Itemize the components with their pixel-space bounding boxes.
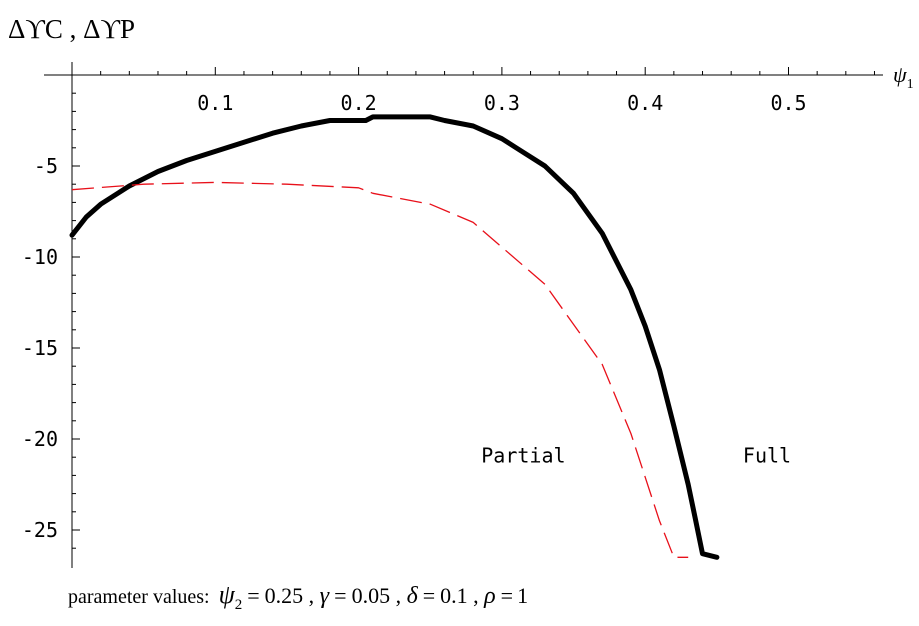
y-axis-title-part-3: ΔϒP	[83, 14, 135, 44]
y-tick-labels: -5 -10 -15 -20 -25	[22, 154, 58, 542]
param-psi-value: 0.25	[265, 583, 304, 608]
x-tick-labels: 0.1 0.2 0.3 0.4 0.5	[197, 91, 806, 115]
param-gamma-value: 0.05	[352, 583, 391, 608]
y-tick-label: -10	[22, 245, 58, 269]
y-axis-title: ΔϒC , ΔϒP	[8, 14, 135, 44]
param-gamma-symbol: γ	[320, 583, 330, 609]
annotation-full: Full	[743, 444, 791, 468]
y-axis-title-part-1: ΔϒC	[8, 14, 63, 44]
y-tick-label: -15	[22, 336, 58, 360]
annotation-layer: Partial Full	[481, 444, 791, 468]
y-tick-label: -25	[22, 518, 58, 542]
x-tick-label: 0.4	[627, 91, 663, 115]
x-tick-label: 0.2	[341, 91, 377, 115]
x-tick-label: 0.1	[197, 91, 233, 115]
annotation-partial: Partial	[481, 444, 565, 468]
parameter-note: parameter values: ψ2 = 0.25 , γ = 0.05 , δ = 0…	[68, 580, 528, 613]
y-axis-title-part-2: ,	[70, 14, 77, 44]
y-tick-label: -20	[22, 427, 58, 451]
series-line-full	[69, 114, 720, 560]
param-psi-symbol: ψ	[219, 580, 236, 609]
x-axis-title: ψ1	[893, 62, 914, 92]
param-delta-symbol: δ	[407, 583, 419, 609]
param-rho-symbol: ρ	[483, 583, 496, 609]
param-psi-sub: 2	[235, 597, 243, 613]
x-tick-label: 0.3	[484, 91, 520, 115]
parameter-note-prefix: parameter values:	[68, 586, 210, 608]
axes	[44, 62, 883, 568]
x-tick-label: 0.5	[770, 91, 806, 115]
param-rho-value: 1	[517, 583, 528, 608]
x-axis-title-sub: 1	[907, 77, 914, 92]
x-axis-title-base: ψ	[893, 62, 907, 87]
series-layer	[69, 114, 720, 560]
series-line-partial	[71, 181, 689, 558]
y-tick-label: -5	[34, 154, 58, 178]
param-delta-value: 0.1	[440, 583, 468, 608]
